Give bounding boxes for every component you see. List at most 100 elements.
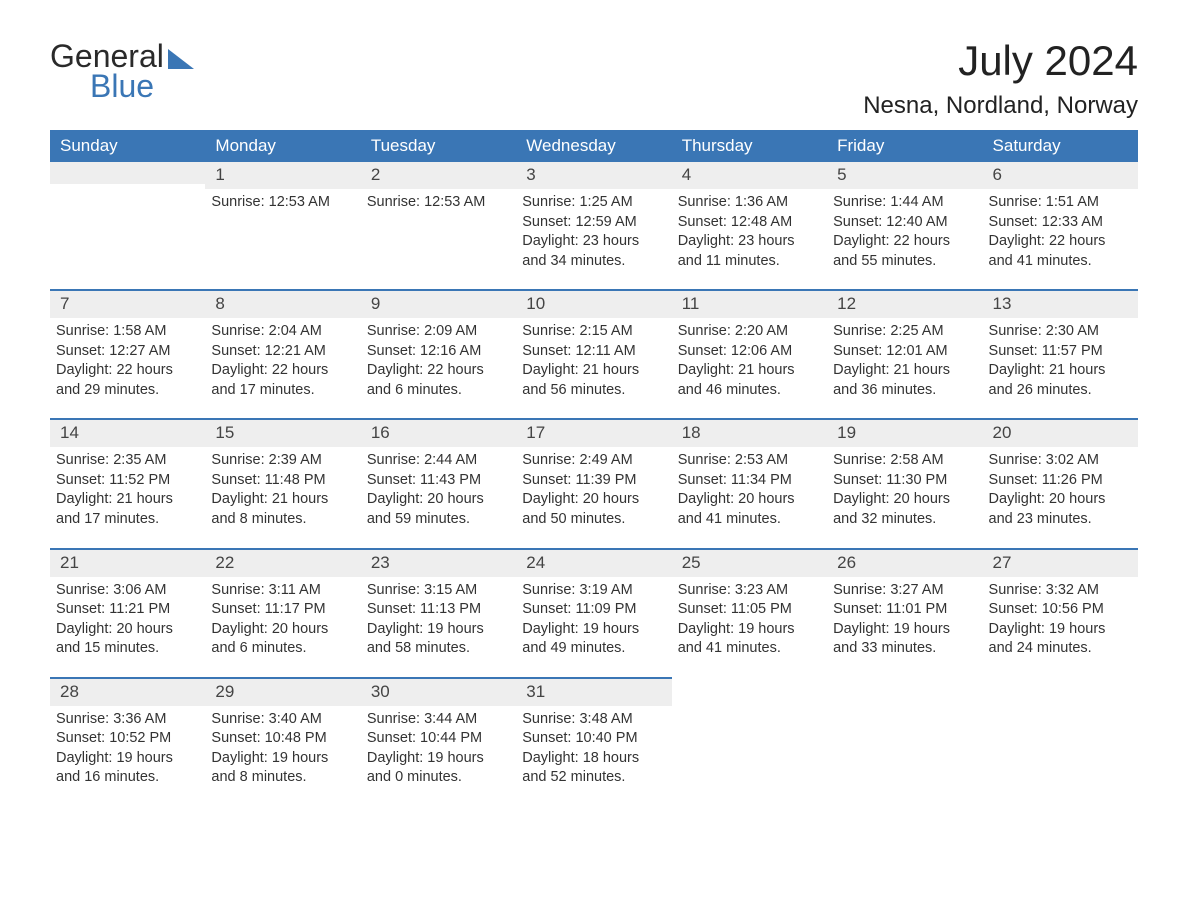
calendar-day-cell	[50, 162, 205, 290]
day-info-line: Daylight: 20 hours	[522, 490, 665, 510]
calendar-day-cell: 9Sunrise: 2:09 AMSunset: 12:16 AMDayligh…	[361, 290, 516, 419]
calendar-table: SundayMondayTuesdayWednesdayThursdayFrid…	[50, 130, 1138, 806]
day-number: 26	[827, 550, 982, 577]
day-info-line: and 56 minutes.	[522, 381, 665, 401]
day-info-line: Daylight: 21 hours	[56, 490, 199, 510]
day-info-line: Sunrise: 3:36 AM	[56, 710, 199, 730]
calendar-day-cell: 30 Sunrise: 3:44 AMSunset: 10:44 PMDaylig…	[361, 678, 516, 806]
day-info-line: Sunset: 11:01 PM	[833, 600, 976, 620]
day-info-line: Sunrise: 3:11 AM	[211, 581, 354, 601]
day-info-line: and 55 minutes.	[833, 252, 976, 272]
calendar-week-row: 14Sunrise: 2:35 AMSunset: 11:52 PMDaylig…	[50, 419, 1138, 548]
day-number: 8	[205, 291, 360, 318]
day-number: 21	[50, 550, 205, 577]
calendar-day-cell: 1Sunrise: 12:53 AM	[205, 162, 360, 290]
day-info-line: and 0 minutes.	[367, 768, 510, 788]
calendar-day-cell: 10Sunrise: 2:15 AMSunset: 12:11 AMDaylig…	[516, 290, 671, 419]
day-info-line: Sunset: 12:27 AM	[56, 342, 199, 362]
day-info-line: and 32 minutes.	[833, 510, 976, 530]
day-info-line: Daylight: 23 hours	[678, 232, 821, 252]
day-info-line: Daylight: 19 hours	[678, 620, 821, 640]
day-info-line: Sunset: 10:44 PM	[367, 729, 510, 749]
calendar-day-cell: 4Sunrise: 1:36 AMSunset: 12:48 AMDayligh…	[672, 162, 827, 290]
day-info-line: and 34 minutes.	[522, 252, 665, 272]
calendar-day-cell: 17Sunrise: 2:49 AMSunset: 11:39 PMDaylig…	[516, 419, 671, 548]
day-number: 29	[205, 679, 360, 706]
day-info-line: and 46 minutes.	[678, 381, 821, 401]
day-info-line: Sunrise: 2:25 AM	[833, 322, 976, 342]
day-number: 3	[516, 162, 671, 189]
day-number: 25	[672, 550, 827, 577]
calendar-week-row: 1Sunrise: 12:53 AM2Sunrise: 12:53 AM3Sun…	[50, 162, 1138, 290]
day-info-line: Daylight: 22 hours	[833, 232, 976, 252]
calendar-day-cell: 7Sunrise: 1:58 AMSunset: 12:27 AMDayligh…	[50, 290, 205, 419]
day-number: 27	[983, 550, 1138, 577]
header: General Blue July 2024 Nesna, Nordland, …	[50, 40, 1138, 120]
day-number: 11	[672, 291, 827, 318]
day-info-line: Sunrise: 1:36 AM	[678, 193, 821, 213]
day-number: 13	[983, 291, 1138, 318]
day-info-line: Sunrise: 3:23 AM	[678, 581, 821, 601]
day-number: 30	[361, 679, 516, 706]
day-info-line: Sunrise: 2:39 AM	[211, 451, 354, 471]
day-info-line: Daylight: 21 hours	[678, 361, 821, 381]
day-info-line: Sunrise: 2:04 AM	[211, 322, 354, 342]
day-number: 10	[516, 291, 671, 318]
day-info-line: Daylight: 20 hours	[989, 490, 1132, 510]
day-info-line: Daylight: 21 hours	[989, 361, 1132, 381]
day-info-line: Daylight: 22 hours	[211, 361, 354, 381]
day-number: 7	[50, 291, 205, 318]
weekday-header: Tuesday	[361, 130, 516, 162]
calendar-day-cell: 25 Sunrise: 3:23 AMSunset: 11:05 PMDaylig…	[672, 549, 827, 678]
day-number: 14	[50, 420, 205, 447]
day-info-line: Sunrise: 3:27 AM	[833, 581, 976, 601]
day-info-line: and 17 minutes.	[211, 381, 354, 401]
day-number: 23	[361, 550, 516, 577]
calendar-day-cell: 19Sunrise: 2:58 AMSunset: 11:30 PMDaylig…	[827, 419, 982, 548]
day-number: 31	[516, 679, 671, 706]
day-info-line: Sunrise: 2:09 AM	[367, 322, 510, 342]
calendar-day-cell	[983, 678, 1138, 806]
day-info-line: and 41 minutes.	[678, 510, 821, 530]
calendar-day-cell	[672, 678, 827, 806]
day-info-line: and 58 minutes.	[367, 639, 510, 659]
calendar-day-cell: 3Sunrise: 1:25 AMSunset: 12:59 AMDayligh…	[516, 162, 671, 290]
day-number: 5	[827, 162, 982, 189]
day-info-line: Sunset: 11:43 PM	[367, 471, 510, 491]
calendar-day-cell: 8Sunrise: 2:04 AMSunset: 12:21 AMDayligh…	[205, 290, 360, 419]
day-info-line: and 36 minutes.	[833, 381, 976, 401]
day-info-line: Sunrise: 1:51 AM	[989, 193, 1132, 213]
calendar-day-cell: 29Sunrise: 3:40 AMSunset: 10:48 PMDaylig…	[205, 678, 360, 806]
day-info-line: Daylight: 20 hours	[367, 490, 510, 510]
day-info-line: Daylight: 21 hours	[833, 361, 976, 381]
calendar-day-cell: 5Sunrise: 1:44 AMSunset: 12:40 AMDayligh…	[827, 162, 982, 290]
day-info-line: Daylight: 20 hours	[833, 490, 976, 510]
title-block: July 2024 Nesna, Nordland, Norway	[863, 40, 1138, 120]
day-info-line: Sunset: 11:09 PM	[522, 600, 665, 620]
calendar-day-cell: 31Sunrise: 3:48 AMSunset: 10:40 PMDaylig…	[516, 678, 671, 806]
day-info-line: Daylight: 19 hours	[56, 749, 199, 769]
day-number	[50, 162, 205, 184]
day-info-line: Daylight: 19 hours	[367, 749, 510, 769]
day-info-line: Daylight: 19 hours	[833, 620, 976, 640]
day-info-line: Sunset: 10:56 PM	[989, 600, 1132, 620]
day-info-line: Sunset: 12:01 AM	[833, 342, 976, 362]
day-info-line: Sunset: 11:05 PM	[678, 600, 821, 620]
day-info-line: Sunrise: 2:30 AM	[989, 322, 1132, 342]
day-info-line: Sunrise: 12:53 AM	[367, 193, 510, 213]
day-info-line: Sunset: 11:17 PM	[211, 600, 354, 620]
day-info-line: Sunset: 11:26 PM	[989, 471, 1132, 491]
day-number: 17	[516, 420, 671, 447]
day-info-line: and 23 minutes.	[989, 510, 1132, 530]
day-info-line: Sunrise: 3:44 AM	[367, 710, 510, 730]
calendar-day-cell: 2Sunrise: 12:53 AM	[361, 162, 516, 290]
calendar-day-cell: 15Sunrise: 2:39 AMSunset: 11:48 PMDaylig…	[205, 419, 360, 548]
calendar-day-cell: 20Sunrise: 3:02 AMSunset: 11:26 PMDaylig…	[983, 419, 1138, 548]
day-number: 16	[361, 420, 516, 447]
day-info-line: and 41 minutes.	[989, 252, 1132, 272]
day-number: 22	[205, 550, 360, 577]
location: Nesna, Nordland, Norway	[863, 92, 1138, 120]
logo-word2: Blue	[50, 70, 194, 102]
day-info-line: Sunrise: 2:53 AM	[678, 451, 821, 471]
day-info-line: Daylight: 19 hours	[522, 620, 665, 640]
